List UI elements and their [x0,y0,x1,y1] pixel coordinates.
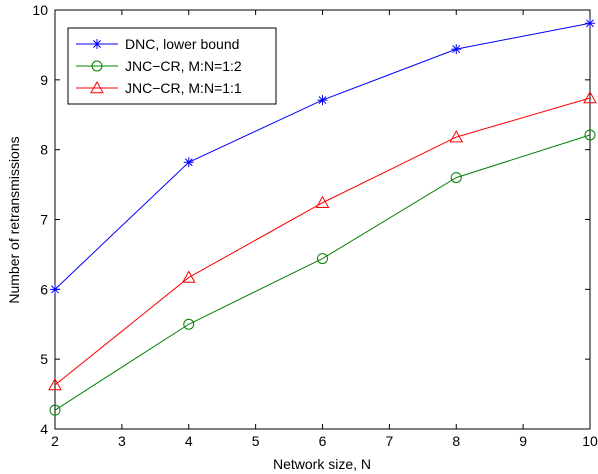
data-point [451,44,462,55]
data-point [91,60,103,72]
data-point [48,377,62,391]
x-tick-label: 6 [319,433,327,449]
legend: DNC, lower bound JNC−CR, M:N=1:2 JNC−CR, M… [67,27,277,105]
data-point [450,172,462,184]
x-tick-label: 10 [582,433,598,449]
y-tick-label: 9 [40,72,48,88]
data-point [583,90,597,104]
x-axis-label: Network size, N [273,456,371,472]
y-axis-label: Number of retransmissions [6,136,22,303]
data-point [50,284,60,295]
legend-label: JNC−CR, M:N=1:1 [125,80,242,96]
y-tick-label: 10 [32,2,48,18]
y-tick-label: 4 [40,421,48,437]
legend-label: JNC−CR, M:N=1:2 [125,58,242,74]
data-point [449,130,464,143]
x-tick-label: 3 [118,433,126,449]
legend-entry: DNC, lower bound [76,36,239,52]
y-tick-label: 6 [40,281,48,297]
data-point [181,270,196,283]
series-layer [48,18,597,416]
x-tick-label: 4 [185,433,193,449]
data-point [183,318,195,330]
data-point [585,18,595,29]
axis-ticks: 2 3 4 5 6 7 8 9 10 4 5 6 7 8 9 10 [32,2,598,449]
x-tick-label: 5 [252,433,260,449]
data-point [315,195,330,209]
series-line [54,134,591,411]
legend-entry: JNC−CR, M:N=1:1 [76,80,242,96]
y-tick-label: 7 [40,212,48,228]
data-point [183,157,194,168]
data-point [317,95,328,106]
data-point [92,39,102,49]
series-1 [50,18,595,295]
series-line [54,97,591,386]
x-tick-label: 2 [51,433,59,449]
y-tick-label: 8 [40,142,48,158]
data-point [584,129,596,141]
data-point [317,253,328,265]
x-tick-label: 7 [385,433,393,449]
legend-label: DNC, lower bound [125,36,239,52]
x-tick-label: 9 [519,433,527,449]
series-2 [49,129,596,416]
series-3 [48,90,597,391]
x-tick-label: 8 [452,433,460,449]
y-tick-label: 5 [40,351,48,367]
data-point [90,80,104,94]
legend-entry: JNC−CR, M:N=1:2 [76,58,242,74]
data-point [49,404,61,416]
